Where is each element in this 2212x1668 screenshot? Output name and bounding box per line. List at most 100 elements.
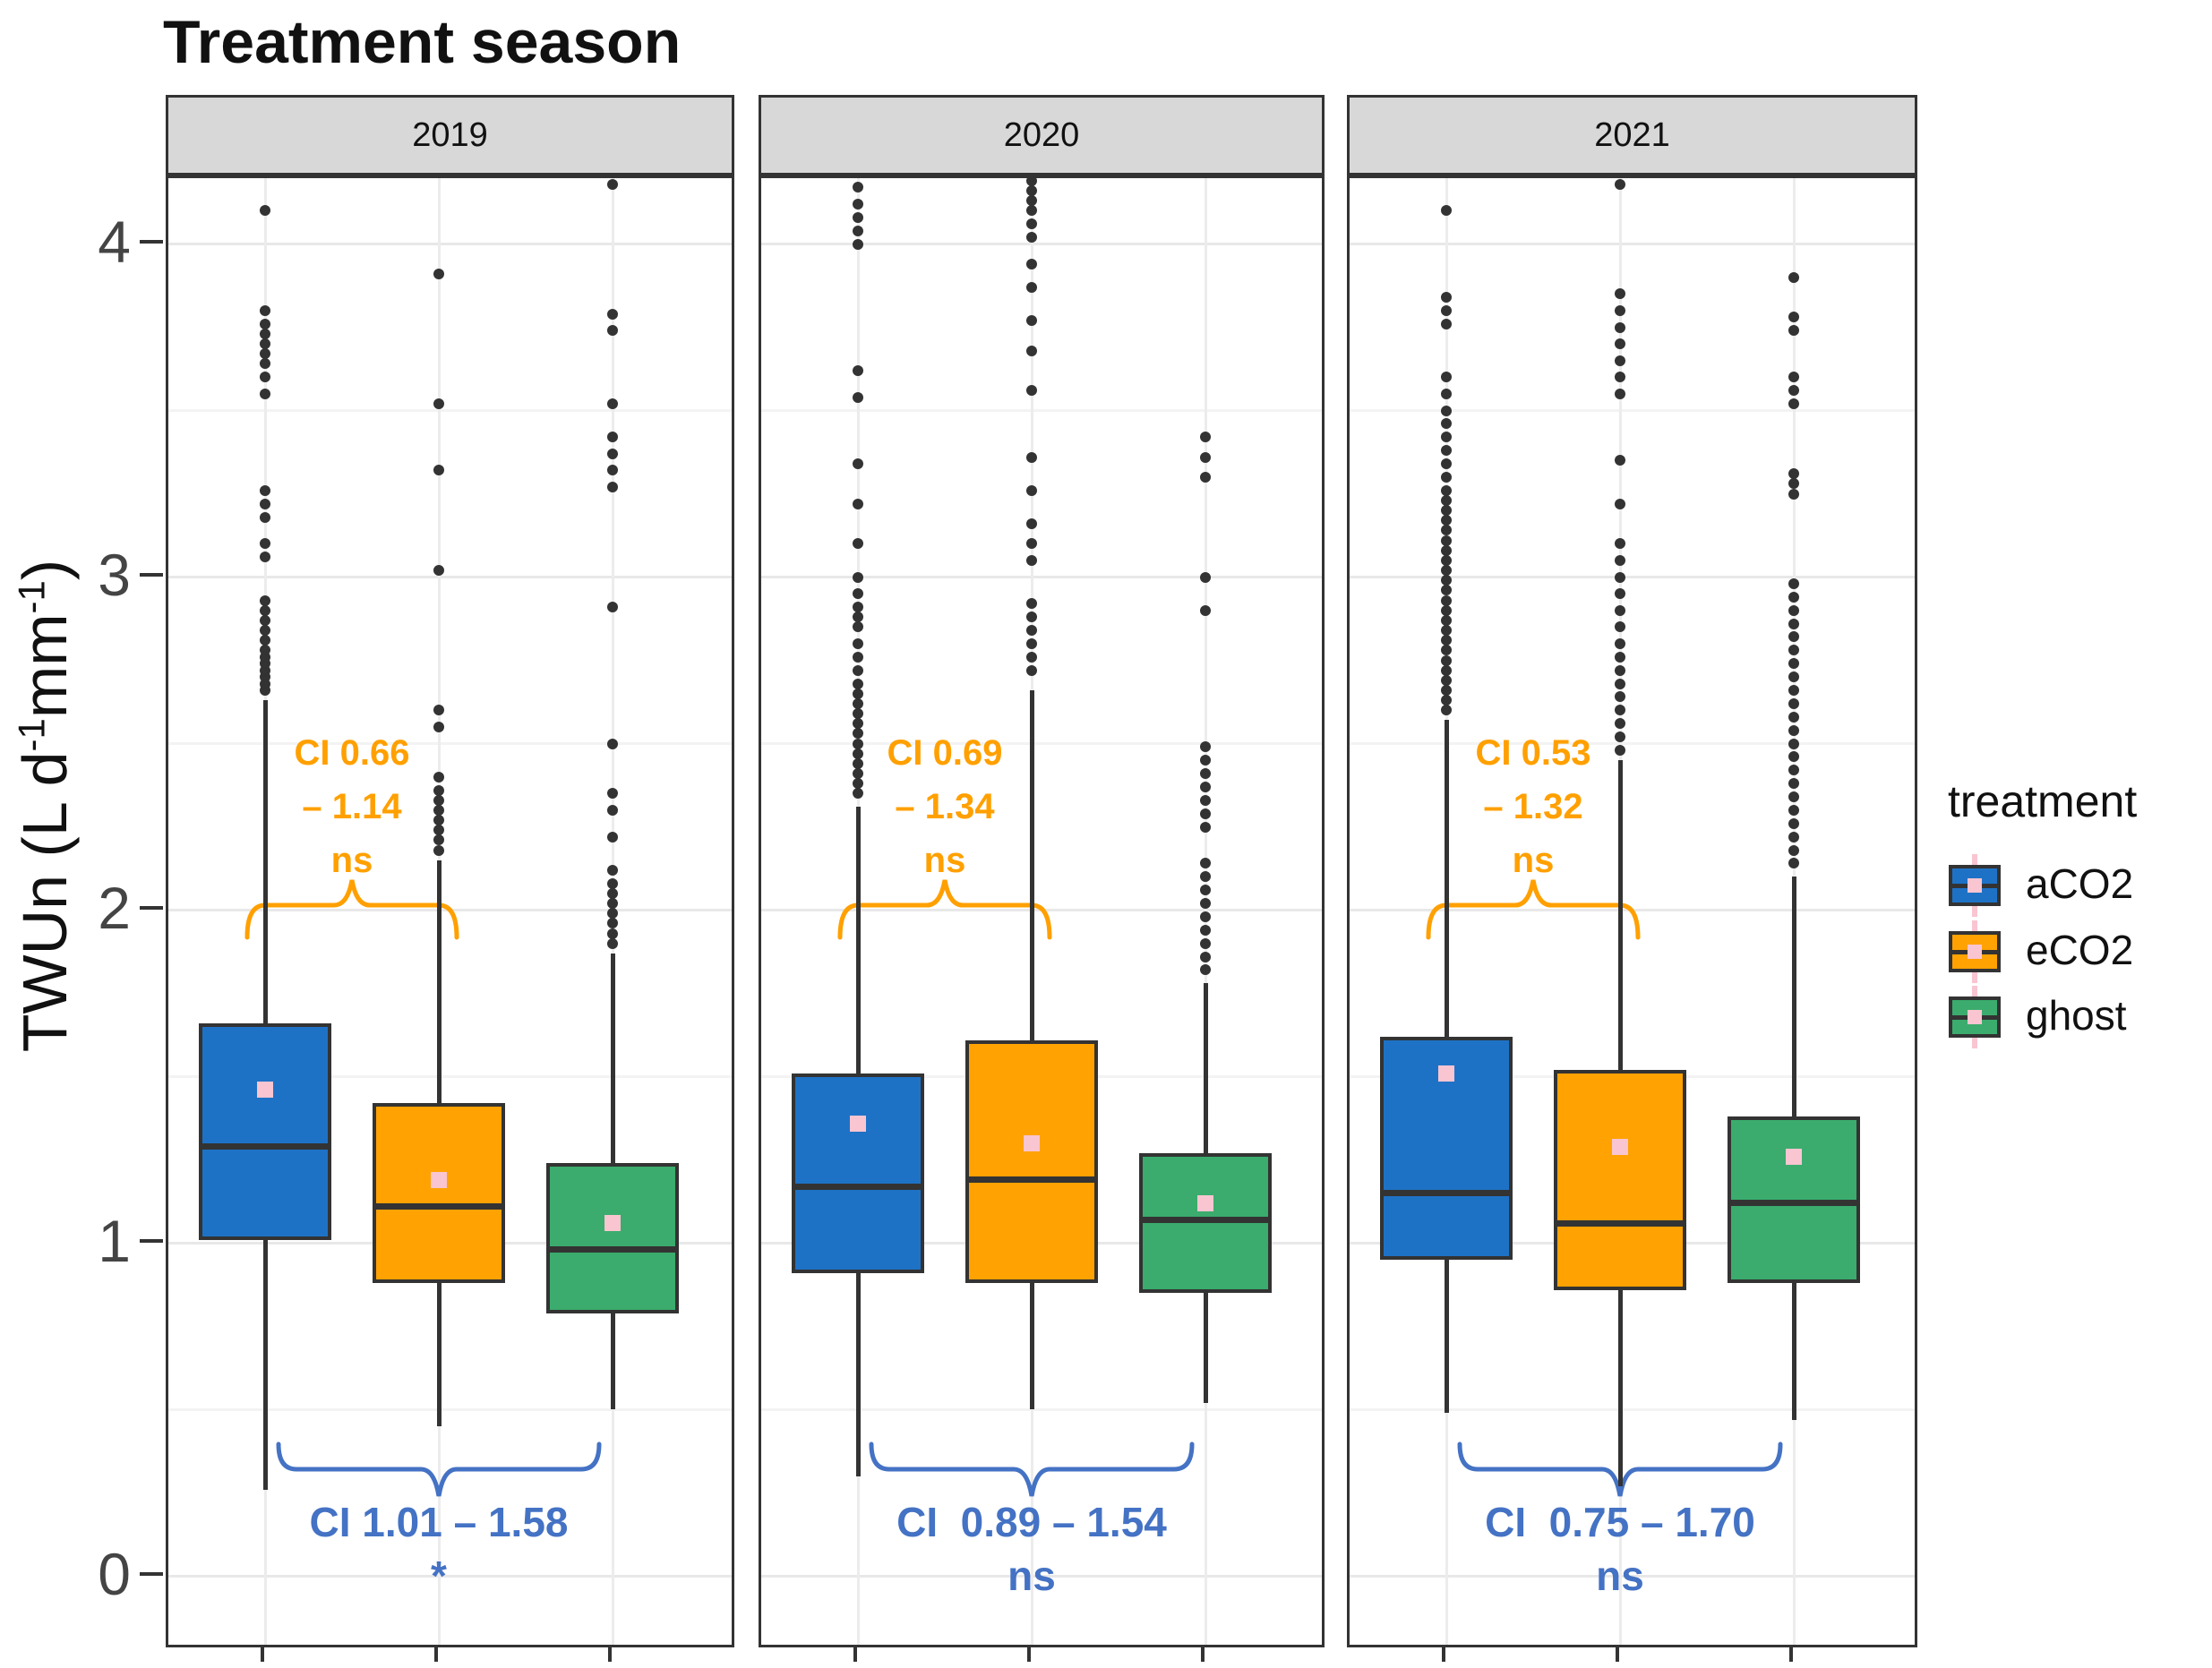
y-axis-tick-label: 3 — [98, 541, 131, 608]
median-line-aCO2 — [199, 1143, 331, 1150]
outlier-dot — [1788, 645, 1799, 656]
outlier-dot — [853, 364, 863, 376]
median-line-ghost — [1728, 1200, 1860, 1207]
box-ghost — [1728, 1116, 1860, 1284]
facet-strip-label: 2020 — [1003, 115, 1080, 154]
outlier-dot — [1615, 388, 1625, 399]
outlier-dot — [1200, 885, 1211, 896]
legend-key-mean — [1968, 878, 1982, 893]
outlier-dot — [1615, 372, 1625, 383]
outlier-dot — [1441, 471, 1452, 483]
outlier-dot — [1788, 858, 1799, 869]
mean-marker-aCO2 — [1438, 1065, 1454, 1082]
outlier-dot — [260, 538, 270, 550]
outlier-dot — [1788, 817, 1799, 829]
median-line-ghost — [546, 1246, 679, 1253]
outlier-dot — [607, 804, 618, 816]
outlier-dot — [607, 398, 618, 410]
gridline-major — [1350, 576, 1915, 578]
outlier-dot — [1615, 621, 1625, 633]
outlier-dot — [1615, 705, 1625, 716]
outlier-dot — [1026, 258, 1037, 269]
outlier-dot — [853, 198, 863, 210]
outlier-dot — [433, 834, 444, 846]
outlier-dot — [1788, 312, 1799, 323]
ci-annotation-bottom-line: * — [431, 1553, 447, 1599]
outlier-dot — [853, 728, 863, 740]
outlier-dot — [853, 651, 863, 663]
outlier-dot — [1441, 674, 1452, 686]
outlier-dot — [260, 358, 270, 370]
outlier-dot — [1441, 695, 1452, 706]
legend-key-eCO2 — [1949, 920, 2001, 983]
gridline-minor — [761, 1408, 1322, 1411]
outlier-dot — [1441, 705, 1452, 716]
outlier-dot — [1026, 484, 1037, 496]
outlier-dot — [1615, 288, 1625, 300]
facet-panel-2020: CI 0.69 – 1.34 ns CI 0.89 – 1.54 ns — [759, 175, 1325, 1647]
outlier-dot — [1441, 544, 1452, 556]
outlier-dot — [1615, 538, 1625, 550]
outlier-dot — [1441, 515, 1452, 526]
median-line-ghost — [1139, 1216, 1272, 1223]
outlier-dot — [853, 538, 863, 550]
outlier-dot — [853, 637, 863, 649]
ci-annotation-bottom-line: ns — [1007, 1553, 1056, 1599]
outlier-dot — [1788, 631, 1799, 643]
chart-title: Treatment season — [163, 8, 682, 76]
mean-marker-eCO2 — [1024, 1134, 1040, 1151]
outlier-dot — [1200, 432, 1211, 443]
outlier-dot — [1026, 205, 1037, 217]
outlier-dot — [1788, 724, 1799, 736]
legend-key-aCO2 — [1949, 854, 2001, 917]
outlier-dot — [1026, 178, 1037, 186]
outlier-dot — [1615, 678, 1625, 689]
facet-panel-2021: CI 0.53 – 1.32 ns CI 0.75 – 1.70 ns — [1347, 175, 1917, 1647]
outlier-dot — [1026, 184, 1037, 196]
y-axis-label-mid: mm — [10, 613, 80, 719]
gridline-minor — [168, 409, 732, 412]
median-line-aCO2 — [792, 1183, 924, 1190]
outlier-dot — [607, 432, 618, 443]
gridline-major — [761, 1575, 1322, 1578]
outlier-dot — [1615, 455, 1625, 466]
ci-annotation-top-line: ns — [1512, 841, 1555, 880]
box-ghost — [1139, 1153, 1272, 1294]
outlier-dot — [607, 887, 618, 899]
outlier-dot — [1441, 292, 1452, 304]
outlier-dot — [1441, 372, 1452, 383]
outlier-dot — [1026, 664, 1037, 676]
y-axis-tick-label: 0 — [98, 1540, 131, 1607]
outlier-dot — [1788, 591, 1799, 603]
outlier-dot — [1441, 575, 1452, 586]
y-axis-tick — [140, 1238, 163, 1243]
ci-annotation-bottom-line: CI 1.01 – 1.58 — [309, 1499, 569, 1545]
outlier-dot — [1200, 741, 1211, 753]
outlier-dot — [853, 458, 863, 470]
outlier-dot — [1026, 385, 1037, 397]
ci-annotation-top-line: ns — [330, 841, 373, 880]
outlier-dot — [1026, 345, 1037, 356]
ci-annotation-top-line: – 1.32 — [1483, 787, 1583, 826]
outlier-dot — [1788, 271, 1799, 283]
outlier-dot — [1200, 898, 1211, 910]
outlier-dot — [853, 571, 863, 583]
gridline-major — [761, 576, 1322, 578]
facet-strip-2020: 2020 — [759, 95, 1325, 175]
ci-brace-bottom — [1457, 1441, 1783, 1497]
outlier-dot — [1788, 577, 1799, 589]
y-axis-tick-label: 1 — [98, 1207, 131, 1274]
outlier-dot — [260, 498, 270, 509]
outlier-dot — [853, 748, 863, 759]
outlier-dot — [260, 604, 270, 616]
legend-label-ghost: ghost — [2026, 992, 2127, 1039]
outlier-dot — [1200, 604, 1211, 616]
outlier-dot — [260, 328, 270, 339]
outlier-dot — [1441, 418, 1452, 430]
outlier-dot — [260, 338, 270, 350]
outlier-dot — [433, 705, 444, 716]
outlier-dot — [1788, 468, 1799, 480]
outlier-dot — [1788, 658, 1799, 670]
outlier-dot — [853, 588, 863, 600]
ci-annotation-top-line: CI 0.66 — [294, 733, 410, 773]
